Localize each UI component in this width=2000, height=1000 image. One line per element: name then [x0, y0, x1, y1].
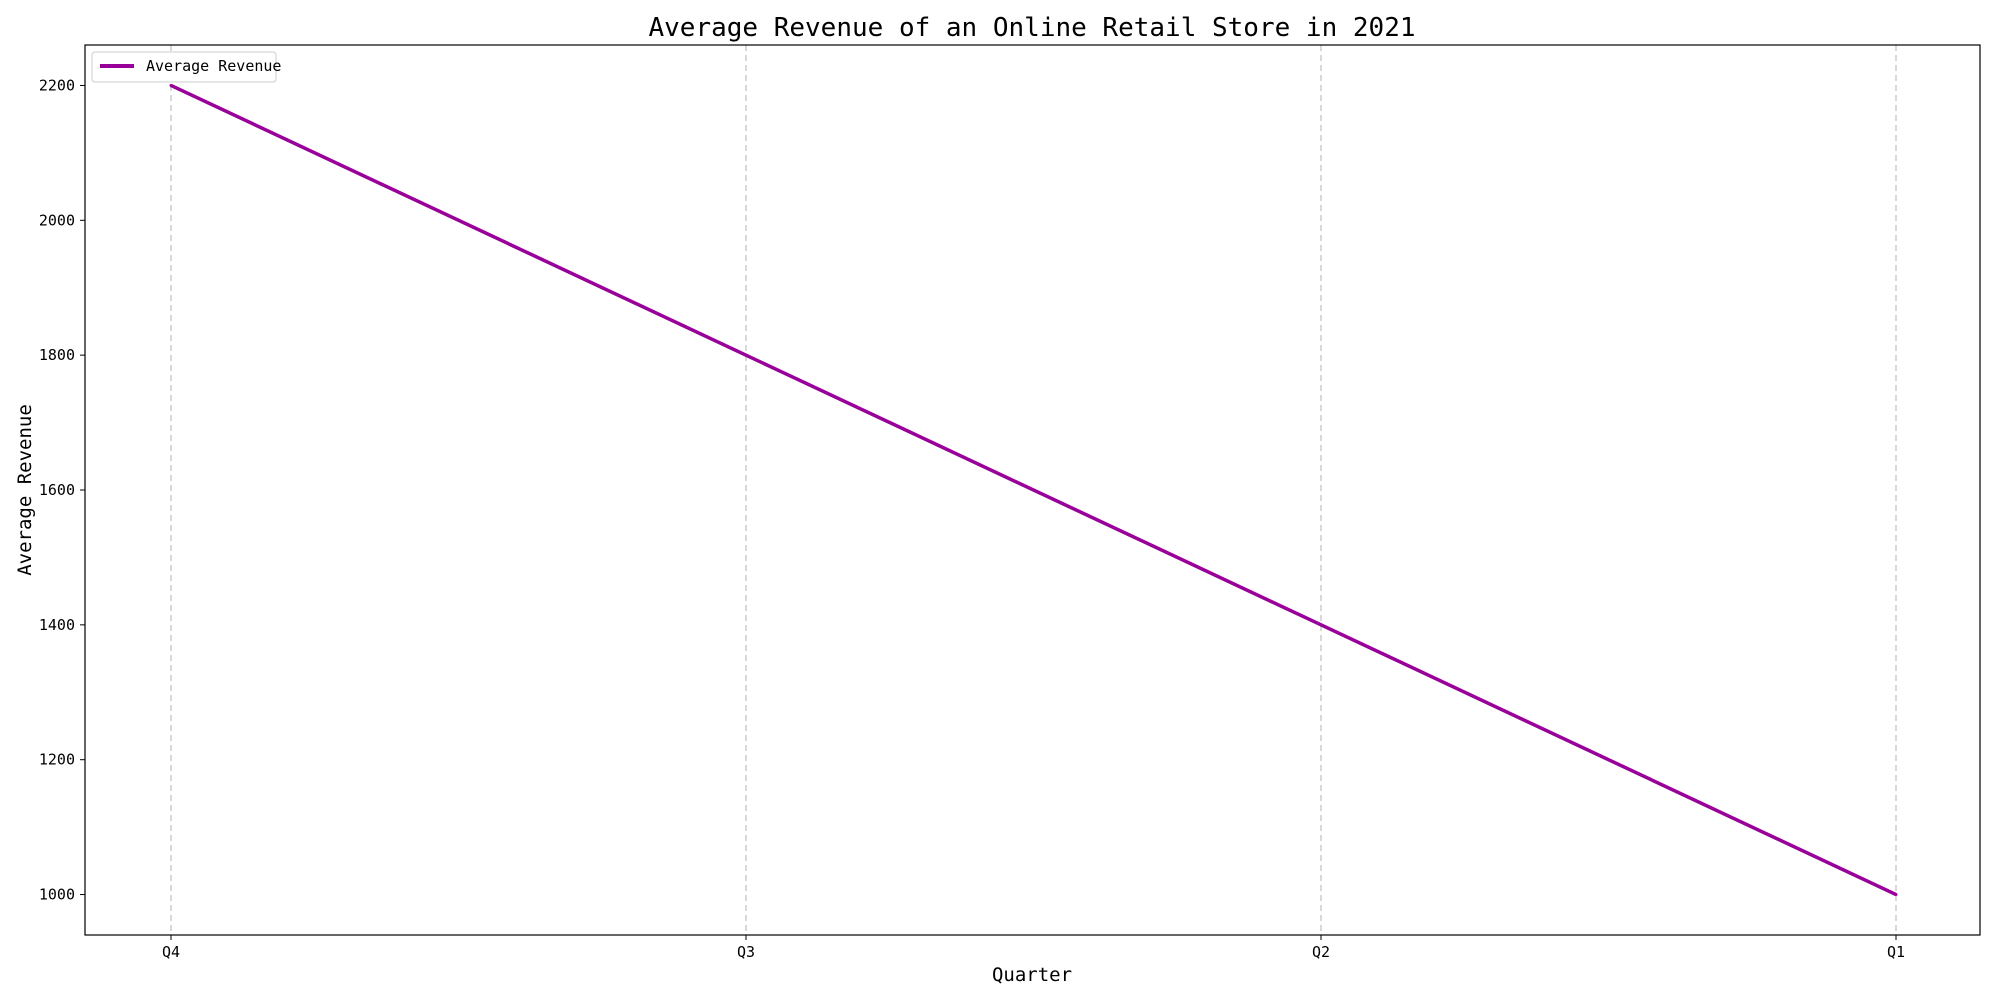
- series-layer: [169, 83, 1898, 897]
- legend-box: [91, 51, 277, 83]
- x-tick-label: Q3: [737, 943, 755, 961]
- y-tick-label: 1400: [39, 616, 75, 634]
- grid-lines: [170, 45, 1897, 935]
- chart-title: Average Revenue of an Online Retail Stor…: [648, 13, 1415, 43]
- data-point: [169, 83, 173, 87]
- data-point: [744, 353, 748, 357]
- x-tick-label: Q1: [1887, 943, 1905, 961]
- data-point: [1319, 623, 1323, 627]
- x-axis-label: Quarter: [992, 964, 1072, 986]
- legend-label: Average Revenue: [146, 57, 281, 75]
- y-axis-label: Average Revenue: [14, 404, 36, 576]
- y-tick-label: 1600: [39, 481, 75, 499]
- x-tick-label: Q4: [162, 943, 180, 961]
- y-tick-label: 1000: [39, 886, 75, 904]
- data-point: [1894, 893, 1898, 897]
- legend: Average Revenue: [91, 51, 281, 83]
- x-tick-label: Q2: [1312, 943, 1330, 961]
- y-tick-label: 1800: [39, 346, 75, 364]
- y-axis-ticks: 1000 1200 1400 1600 1800 2000 2200: [39, 76, 85, 904]
- y-tick-label: 1200: [39, 751, 75, 769]
- y-tick-label: 2000: [39, 211, 75, 229]
- series-line: [170, 83, 1897, 897]
- y-tick-label: 2200: [39, 76, 75, 94]
- x-axis-ticks: Q4 Q3 Q2 Q1: [162, 935, 1905, 961]
